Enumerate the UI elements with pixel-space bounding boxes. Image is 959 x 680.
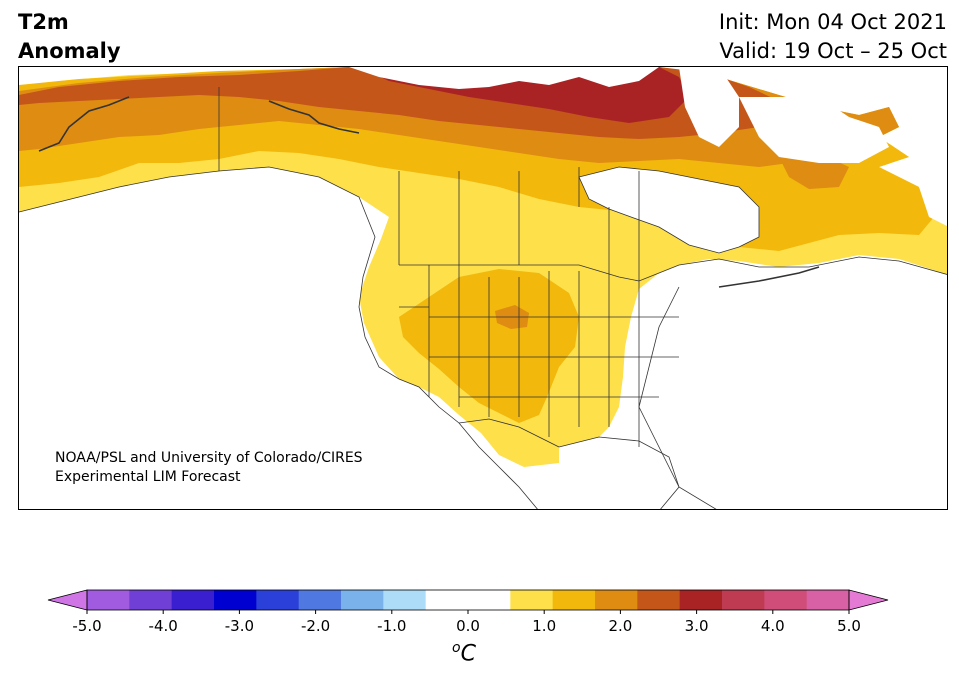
hudson-bay [579, 167, 759, 253]
mexico-border [458, 418, 560, 448]
chart-title: T2m Anomaly [18, 8, 121, 66]
colorbar-segment [637, 590, 681, 610]
colorbar-tick-label: -4.0 [149, 617, 178, 635]
colorbar-tick-label: 3.0 [685, 617, 709, 635]
init-date: Init: Mon 04 Oct 2021 [718, 10, 947, 34]
colorbar-tick-label: 4.0 [761, 617, 785, 635]
colorbar-segment [552, 590, 596, 610]
us-states [399, 265, 679, 447]
colorbar-tick-label: -5.0 [72, 617, 101, 635]
colorbar-segment [806, 590, 850, 610]
hudson-bay-coast [578, 166, 760, 254]
gulf-of-mexico [559, 437, 679, 509]
colorbar-segment [722, 590, 765, 610]
unit-degree: o [452, 640, 461, 656]
unit-label: oC [452, 640, 476, 666]
colorbar-tick-label: 5.0 [837, 617, 861, 635]
colorbar-segment [510, 590, 554, 610]
arctic-waters [349, 67, 659, 89]
colorbar-segment [298, 590, 342, 610]
baffin-sea [739, 97, 889, 163]
yukon-river [38, 96, 130, 152]
unit-letter: C [460, 641, 476, 667]
labrador-sea [899, 67, 947, 226]
colorbar-tick-label: 1.0 [532, 617, 556, 635]
boundaries [19, 87, 947, 509]
colorbar-segments [87, 590, 850, 610]
rivers [38, 96, 820, 288]
gulf-coast [558, 436, 680, 509]
colorbar-segment [171, 590, 215, 610]
anomaly-map [18, 66, 948, 510]
colorbar-tick-label: -2.0 [301, 617, 330, 635]
colorbar-tick-label: 2.0 [608, 617, 632, 635]
forecast-dates: Init: Mon 04 Oct 2021 Valid: 19 Oct – 25… [719, 8, 947, 66]
us-canada-border [399, 258, 760, 282]
west-coastline [19, 166, 538, 509]
colorbar-tick-label: -3.0 [225, 617, 254, 635]
colorbar-segment [764, 590, 808, 610]
colorbar-left-extension [47, 589, 88, 611]
pacific-ocean [19, 167, 538, 509]
greenland-gap [679, 67, 739, 147]
colorbar-segment [595, 590, 638, 610]
colorbar-segment [214, 590, 257, 610]
colorbar-tick-label: -1.0 [377, 617, 406, 635]
colorbar-right-extension [848, 589, 889, 611]
map-svg [19, 67, 947, 509]
mackenzie-river [268, 100, 360, 134]
colorbar-segment [425, 590, 469, 610]
valid-range: Valid: 19 Oct – 25 Oct [719, 39, 947, 63]
colorbar-tick-label: 0.0 [456, 617, 480, 635]
colorbar-segment [679, 590, 723, 610]
colorbar-segment [468, 590, 511, 610]
credit-line-2: Experimental LIM Forecast [55, 469, 241, 485]
st-lawrence-river [718, 266, 820, 288]
colorbar-segment [383, 590, 427, 610]
colorbar-segment [129, 590, 173, 610]
colorbar-ticks: -5.0 -4.0 -3.0 -2.0 -1.0 0.0 1.0 2.0 3.0 4.0 5.0 [72, 610, 861, 635]
credit-line-1: NOAA/PSL and University of Colorado/CIRE… [55, 450, 363, 466]
colorbar-segment [87, 590, 130, 610]
title-line-2: Anomaly [18, 39, 121, 63]
atlantic-ocean [639, 257, 947, 509]
colorbar-segment [256, 590, 300, 610]
colorbar-segment [341, 590, 384, 610]
credit-text: NOAA/PSL and University of Colorado/CIRE… [55, 449, 363, 487]
canada-provinces [218, 87, 640, 281]
title-line-1: T2m [18, 10, 69, 34]
